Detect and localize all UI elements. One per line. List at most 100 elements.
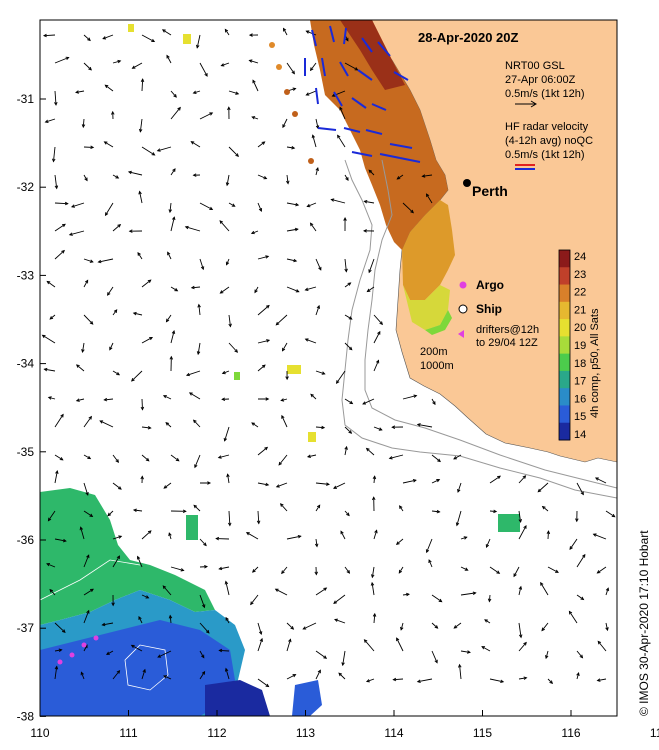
gsl-arrow <box>399 505 404 512</box>
credit-text: © IMOS 30-Apr-2020 17:10 Hobart <box>637 530 651 716</box>
gsl-arrow <box>344 62 359 71</box>
gsl-arrow <box>344 342 353 351</box>
gsl-arrow <box>83 145 95 150</box>
gsl-arrow <box>190 285 201 290</box>
drifter-dot <box>284 89 290 95</box>
ship-legend-symbol <box>458 304 468 314</box>
radar-arrow <box>321 57 326 77</box>
gsl-arrow <box>458 663 462 680</box>
gsl-arrow <box>140 78 145 92</box>
gsl-arrow <box>257 637 263 652</box>
x-tick-label: 117 <box>650 726 659 740</box>
gsl-legend-line3: 0.5m/s (1kt 12h) <box>505 88 584 100</box>
gsl-arrow <box>286 622 295 630</box>
gsl-arrow <box>518 622 523 639</box>
radar-arrow <box>351 151 373 157</box>
gsl-arrow <box>228 202 236 207</box>
colorbar-segment <box>559 422 570 441</box>
gsl-arrow <box>518 641 527 652</box>
gsl-arrow <box>605 622 609 632</box>
gsl-arrow <box>305 90 317 96</box>
sst-blob <box>308 432 316 442</box>
gsl-arrow <box>224 28 230 36</box>
gsl-arrow <box>199 670 206 680</box>
gsl-arrow <box>457 482 462 493</box>
gsl-arrow <box>199 564 209 569</box>
gsl-arrow <box>597 640 607 652</box>
gsl-arrow <box>184 225 201 232</box>
gsl-arrow <box>541 505 549 512</box>
radar-arrow <box>377 41 391 57</box>
gsl-arrow <box>362 398 375 405</box>
sst-southwest-dark <box>205 680 270 716</box>
gsl-arrow <box>373 330 381 344</box>
gsl-arrow <box>97 258 114 264</box>
colorbar-segment <box>559 405 570 424</box>
gsl-arrow <box>315 669 321 680</box>
gsl-arrow <box>105 650 114 655</box>
gsl-arrow <box>279 503 288 512</box>
gsl-arrow <box>112 482 122 490</box>
gsl-arrow <box>185 370 201 377</box>
gsl-arrow <box>416 678 433 683</box>
gsl-arrow <box>337 134 346 148</box>
gsl-arrow <box>309 222 317 232</box>
argo-dot <box>57 659 63 665</box>
radar-arrow <box>393 71 409 81</box>
y-tick-label: -36 <box>17 533 35 547</box>
gsl-arrow <box>104 202 114 217</box>
gsl-arrow <box>49 588 56 596</box>
gsl-arrow <box>221 370 230 375</box>
gsl-arrow <box>371 496 376 512</box>
gsl-arrow <box>47 396 56 400</box>
gsl-arrow <box>425 193 433 204</box>
argo-dot <box>81 642 87 648</box>
gsl-arrow <box>83 609 90 624</box>
gsl-arrow <box>257 304 270 316</box>
gsl-arrow <box>112 454 119 463</box>
gsl-arrow <box>344 282 352 288</box>
x-tick-label: 113 <box>296 726 315 740</box>
gsl-arrow <box>363 199 375 204</box>
gsl-arrow <box>286 534 302 540</box>
gsl-arrow <box>141 34 156 43</box>
gsl-arrow <box>101 622 114 627</box>
radar-arrow <box>343 27 347 45</box>
gsl-arrow <box>334 618 346 624</box>
gsl-arrow <box>546 530 551 540</box>
gsl-arrow <box>286 202 300 207</box>
argo-legend-symbol <box>459 281 467 289</box>
gsl-arrow <box>170 454 180 462</box>
gsl-arrow <box>280 398 288 402</box>
colorbar-segment <box>559 250 570 268</box>
gsl-arrow <box>344 314 353 320</box>
gsl-arrow <box>257 397 270 401</box>
gsl-arrow <box>251 566 259 573</box>
y-tick-label: -31 <box>17 92 35 106</box>
gsl-arrow <box>391 425 404 429</box>
radar-arrow <box>361 37 373 53</box>
gsl-arrow <box>281 414 288 428</box>
gsl-arrow <box>226 473 230 484</box>
y-tick-label: -32 <box>17 180 35 194</box>
gsl-arrow <box>453 454 462 460</box>
drifter-dot <box>269 42 275 48</box>
gsl-arrow <box>54 665 59 680</box>
gsl-arrow <box>339 106 346 120</box>
gsl-arrow <box>537 482 549 493</box>
gsl-arrow <box>568 610 578 624</box>
gsl-arrow <box>576 650 584 659</box>
gsl-arrow <box>194 454 201 469</box>
gsl-arrow <box>199 594 206 609</box>
sst-blob <box>128 24 134 32</box>
hf-radar-arrows <box>304 25 421 163</box>
colorbar-tick-label: 24 <box>574 251 586 263</box>
gsl-arrow <box>54 622 66 633</box>
gsl-arrow <box>167 251 172 260</box>
colorbar-tick-label: 23 <box>574 269 586 281</box>
gsl-arrow <box>431 398 436 406</box>
gsl-arrow <box>109 342 114 351</box>
gsl-arrow <box>141 279 152 288</box>
gsl-arrow <box>257 202 263 212</box>
argo-dot <box>69 652 75 658</box>
